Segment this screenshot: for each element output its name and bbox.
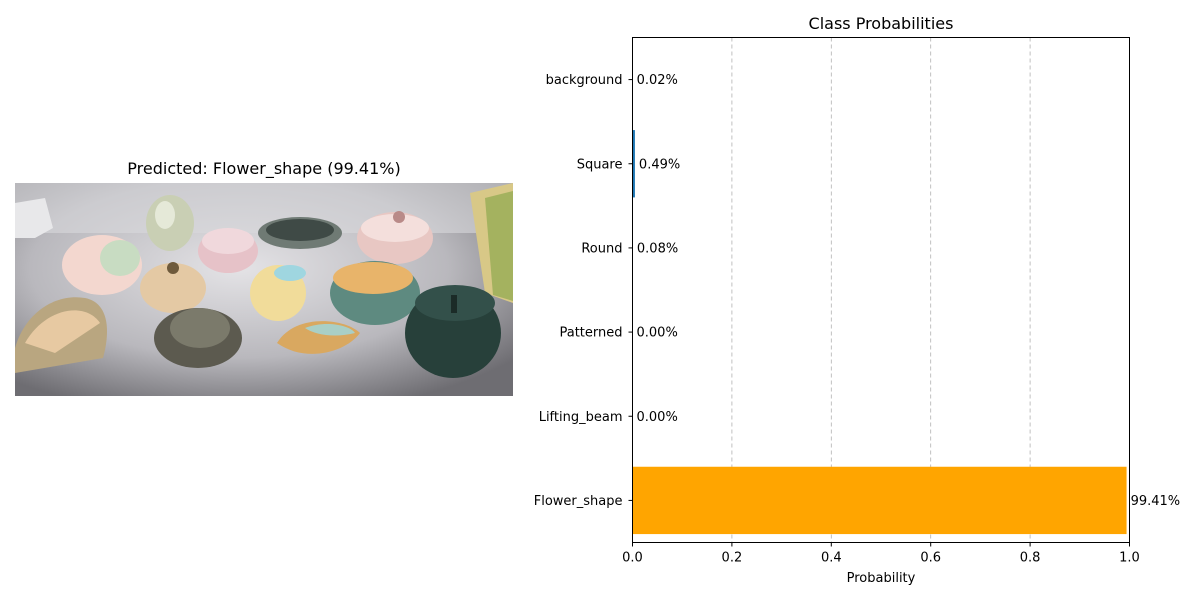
bar-Flower_shape (632, 466, 1127, 535)
y-tick-label-Flower_shape: Flower_shape (534, 494, 623, 509)
pottery-illustration (15, 183, 513, 396)
x-tick-label: 1.0 (1119, 551, 1140, 566)
x-tick-label: 0.8 (1020, 551, 1041, 566)
x-tick-label: 0.2 (722, 551, 743, 566)
value-label-Patterned: 0.00% (637, 326, 678, 341)
value-label-Flower_shape: 99.41% (1131, 494, 1181, 509)
x-axis-ticks: 0.0 0.2 0.4 0.6 0.8 1.0 (622, 542, 1140, 566)
x-tick-label: 0.4 (821, 551, 842, 566)
y-tick-label-Round: Round (581, 241, 622, 256)
chart-title: Class Probabilities (809, 14, 954, 33)
x-axis-label: Probability (847, 571, 916, 586)
bar-Square (632, 130, 635, 198)
y-tick-label-Lifting_beam: Lifting_beam (539, 410, 623, 425)
y-tick-label-Square: Square (577, 157, 623, 172)
value-label-Lifting_beam: 0.00% (637, 410, 678, 425)
value-label-background: 0.02% (637, 73, 678, 88)
x-tick-label: 0.0 (622, 551, 643, 566)
specimen-photo (15, 183, 513, 396)
x-tick-label: 0.6 (920, 551, 941, 566)
x-gridlines (731, 37, 1031, 543)
bar-value-labels: 0.02% 0.49% 0.08% 0.00% 0.00% 99.41% (637, 73, 1181, 509)
predicted-title: Predicted: Flower_shape (99.41%) (127, 159, 401, 178)
y-tick-label-background: background (546, 73, 623, 88)
y-axis-ticks: background Square Round Patterned Lifting_be… (534, 73, 633, 509)
bars (632, 45, 1127, 535)
y-tick-label-Patterned: Patterned (559, 326, 622, 341)
value-label-Square: 0.49% (639, 157, 680, 172)
value-label-Round: 0.08% (637, 241, 678, 256)
plot-frame (632, 37, 1130, 543)
